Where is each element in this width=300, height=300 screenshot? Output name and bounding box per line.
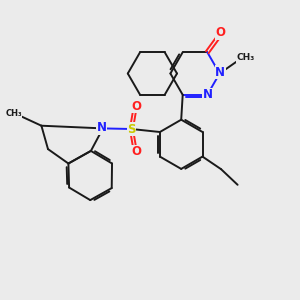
- Text: CH₃: CH₃: [237, 53, 255, 62]
- Text: N: N: [96, 121, 106, 134]
- Text: O: O: [131, 145, 141, 158]
- Text: S: S: [127, 122, 136, 136]
- Text: N: N: [203, 88, 213, 101]
- Text: O: O: [215, 26, 225, 40]
- Text: N: N: [215, 65, 225, 79]
- Text: O: O: [131, 100, 141, 113]
- Text: CH₃: CH₃: [5, 109, 22, 118]
